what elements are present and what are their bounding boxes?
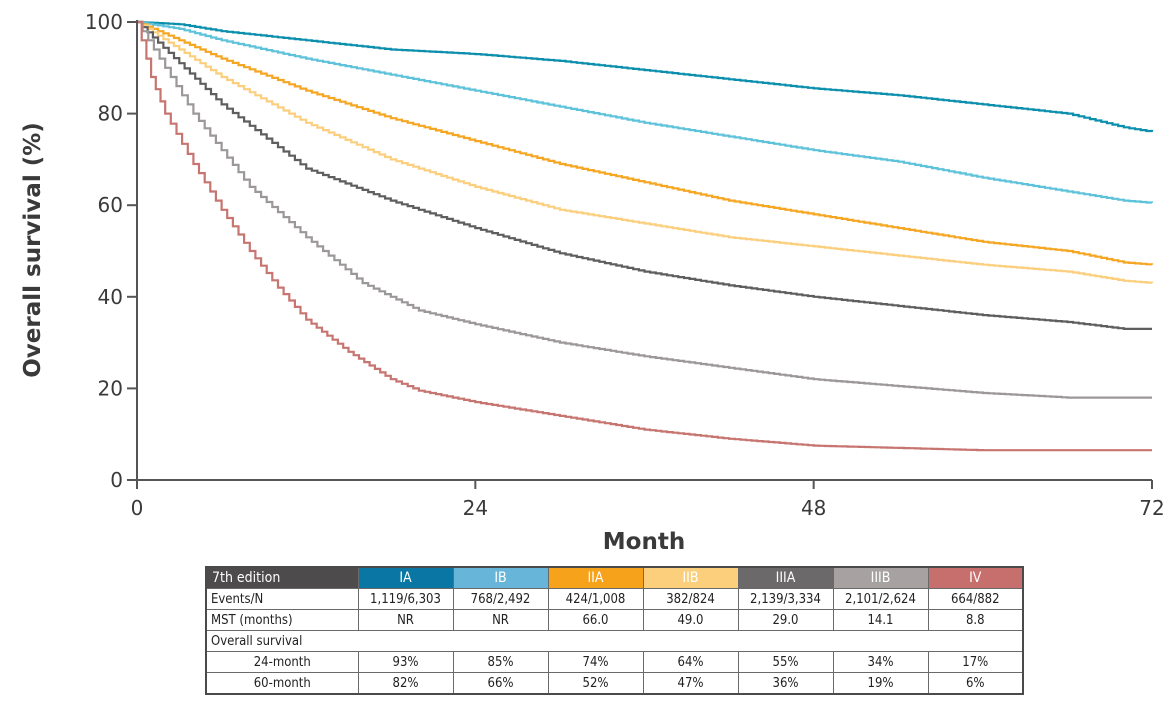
x-axis-label: Month: [603, 529, 685, 555]
y-tick-label: 20: [98, 376, 123, 400]
series-line-ib: [137, 20, 1154, 204]
x-tick-label: 48: [801, 496, 826, 520]
table-cell: 93%: [357, 651, 454, 673]
table-cell: 2,139/3,334: [737, 588, 834, 610]
table-cell: 17%: [927, 651, 1024, 673]
table-cell: 74%: [547, 651, 644, 673]
table-cell: NR: [357, 609, 454, 631]
stage-header-iiia: IIIA: [737, 566, 834, 589]
table-cell: 34%: [832, 651, 929, 673]
table-cell: 66.0: [547, 609, 644, 631]
row-label: Events/N: [205, 588, 359, 610]
table-section-row: Overall survival: [205, 630, 1024, 652]
table-row: MST (months) NR NR 66.0 49.0 29.0 14.1 8.8: [205, 609, 1024, 631]
stage-header-ia: IA: [357, 566, 454, 589]
y-tick-label: 100: [85, 10, 123, 34]
y-tick-label: 60: [98, 193, 123, 217]
table-cell: 66%: [452, 672, 549, 695]
stage-header-iv: IV: [927, 566, 1024, 589]
series-line-iv: [137, 20, 1152, 452]
table-cell: 52%: [547, 672, 644, 695]
series-line-iib: [137, 20, 1154, 284]
y-tick-label: 0: [110, 468, 123, 492]
table-cell: 55%: [737, 651, 834, 673]
section-label: Overall survival: [205, 630, 1024, 652]
y-axis-label: Overall survival (%): [20, 122, 46, 378]
stage-header-iib: IIB: [642, 566, 739, 589]
table-cell: 47%: [642, 672, 739, 695]
table-row: 60-month 82% 66% 52% 47% 36% 19% 6%: [205, 672, 1024, 695]
table-cell: 64%: [642, 651, 739, 673]
stage-header-iia: IIA: [547, 566, 644, 589]
series-line-iia: [137, 20, 1154, 266]
table-row: 24-month 93% 85% 74% 64% 55% 34% 17%: [205, 651, 1024, 673]
series-line-ia: [137, 20, 1154, 133]
table-cell: 82%: [357, 672, 454, 695]
row-label: 24-month: [205, 651, 359, 673]
axes: [136, 20, 1152, 481]
y-tick-label: 40: [98, 285, 123, 309]
stage-header-ib: IB: [452, 566, 549, 589]
x-tick-label: 0: [131, 496, 144, 520]
table-cell: NR: [452, 609, 549, 631]
ticks: 0 20 40 60 80 100 0 24 48 72: [85, 10, 1165, 520]
table-cell: 768/2,492: [452, 588, 549, 610]
table-cell: 49.0: [642, 609, 739, 631]
table-cell: 424/1,008: [547, 588, 644, 610]
stage-header-iiib: IIIB: [832, 566, 929, 589]
table-cell: 6%: [927, 672, 1024, 695]
x-tick-label: 72: [1139, 496, 1164, 520]
series-line-iiib: [137, 20, 1152, 399]
table-cell: 29.0: [737, 609, 834, 631]
x-tick-label: 24: [463, 496, 488, 520]
y-tick-label: 80: [98, 102, 123, 126]
table-cell: 19%: [832, 672, 929, 695]
table-cell: 1,119/6,303: [357, 588, 454, 610]
table-cell: 664/882: [927, 588, 1024, 610]
table-row: Events/N 1,119/6,303 768/2,492 424/1,008 382…: [205, 588, 1024, 610]
table-cell: 8.8: [927, 609, 1024, 631]
table-cell: 85%: [452, 651, 549, 673]
table-cell: 14.1: [832, 609, 929, 631]
edition-label: 7th edition: [205, 566, 359, 589]
survival-chart: 0 20 40 60 80 100 0 24 48 72 Overall survival (%)…: [20, 10, 1165, 555]
table-cell: 382/824: [642, 588, 739, 610]
row-label: MST (months): [205, 609, 359, 631]
table-header-row: 7th edition IA IB IIA IIB IIIA IIIB IV: [205, 566, 1024, 589]
table-cell: 2,101/2,624: [832, 588, 929, 610]
row-label: 60-month: [205, 672, 359, 695]
series-line-iiia: [137, 20, 1152, 330]
plot-lines: [137, 20, 1154, 452]
stage-summary-table: 7th edition IA IB IIA IIB IIIA IIIB IV Events/…: [205, 566, 1024, 695]
table-cell: 36%: [737, 672, 834, 695]
